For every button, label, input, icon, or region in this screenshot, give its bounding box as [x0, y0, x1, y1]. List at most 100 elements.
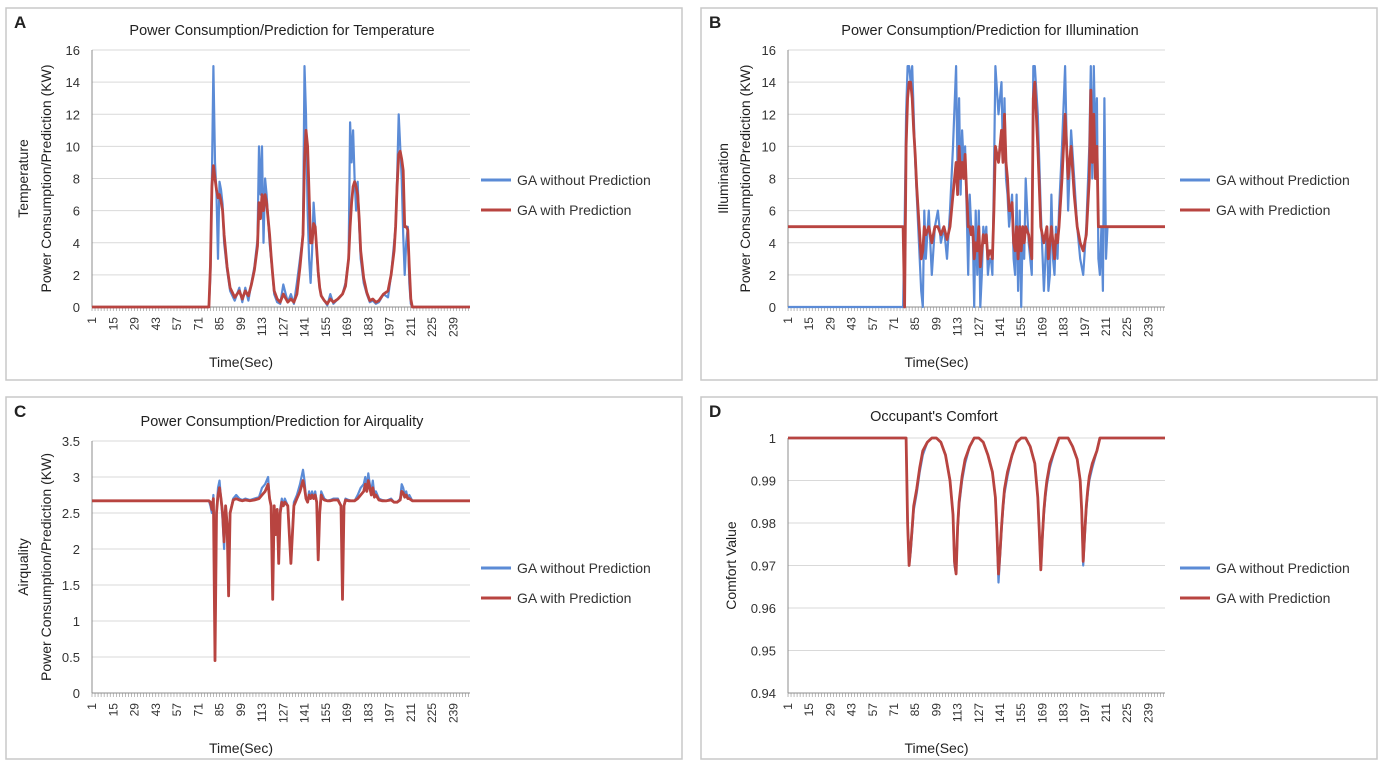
- y-tick-label: 1: [73, 614, 80, 629]
- y-tick-label: 3.5: [62, 434, 80, 449]
- y-tick-label: 0.99: [751, 474, 776, 489]
- y-tick-label: 0: [769, 300, 776, 315]
- x-tick-label: 15: [106, 703, 120, 717]
- x-tick-label: 113: [255, 703, 269, 722]
- x-tick-label: 57: [170, 703, 184, 717]
- x-tick-label: 141: [993, 317, 1007, 337]
- x-tick-label: 29: [128, 703, 142, 717]
- legend-label: GA with Prediction: [1216, 590, 1330, 606]
- x-tick-label: 71: [887, 317, 901, 331]
- legend-label: GA without Prediction: [1216, 172, 1350, 188]
- x-tick-label: 155: [1014, 317, 1028, 337]
- x-tick-label: 71: [191, 703, 205, 717]
- y-tick-label: 4: [769, 236, 776, 251]
- panel-letter: B: [709, 13, 721, 32]
- y-tick-label: 8: [769, 172, 776, 187]
- x-tick-label: 155: [319, 317, 333, 337]
- x-tick-label: 15: [106, 317, 120, 331]
- x-tick-label: 1: [781, 317, 795, 324]
- panel-letter: C: [14, 402, 26, 421]
- y-tick-label: 1.5: [62, 578, 80, 593]
- y-tick-label: 2: [73, 542, 80, 557]
- x-tick-label: 211: [404, 317, 418, 336]
- x-tick-label: 127: [276, 703, 290, 723]
- x-tick-label: 57: [866, 703, 880, 717]
- y-tick-label: 0.96: [751, 601, 776, 616]
- y-tick-label: 12: [66, 107, 80, 122]
- x-tick-label: 99: [929, 317, 943, 331]
- y-tick-label: 10: [66, 139, 80, 154]
- y-tick-label: 3: [73, 470, 80, 485]
- x-tick-label: 155: [319, 703, 333, 723]
- x-tick-label: 197: [1078, 703, 1092, 723]
- y-tick-label: 6: [73, 204, 80, 219]
- x-tick-label: 15: [802, 317, 816, 331]
- x-tick-label: 113: [951, 317, 965, 336]
- y-tick-label: 14: [762, 75, 776, 90]
- legend-label: GA with Prediction: [517, 202, 631, 218]
- y-axis-label: Power Consumption/Prediction (KW): [737, 65, 753, 293]
- y-tick-label: 14: [66, 75, 80, 90]
- x-tick-label: 155: [1014, 703, 1028, 723]
- y-tick-label: 2: [769, 268, 776, 283]
- x-tick-label: 225: [425, 703, 439, 723]
- legend-label: GA without Prediction: [517, 560, 651, 576]
- y-tick-label: 8: [73, 172, 80, 187]
- panel-letter: D: [709, 402, 721, 421]
- x-tick-label: 43: [845, 317, 859, 331]
- chart-title: Power Consumption/Prediction for Illumin…: [841, 23, 1138, 39]
- x-tick-label: 85: [213, 703, 227, 717]
- y-tick-label: 12: [762, 107, 776, 122]
- x-tick-label: 113: [255, 317, 269, 336]
- y-tick-label: 1: [769, 431, 776, 446]
- x-tick-label: 1: [85, 703, 99, 710]
- x-tick-label: 57: [866, 317, 880, 331]
- x-tick-label: 211: [404, 703, 418, 722]
- panel-letter: A: [14, 13, 26, 32]
- panel-frame: [5, 7, 683, 381]
- x-tick-label: 211: [1099, 703, 1113, 722]
- x-tick-label: 85: [908, 703, 922, 717]
- x-tick-label: 99: [929, 703, 943, 717]
- x-tick-label: 1: [85, 317, 99, 324]
- y-tick-label: 0.95: [751, 644, 776, 659]
- legend-label: GA without Prediction: [1216, 560, 1350, 576]
- x-tick-label: 211: [1099, 317, 1113, 336]
- x-tick-label: 99: [234, 317, 248, 331]
- x-tick-label: 43: [149, 317, 163, 331]
- x-tick-label: 225: [1120, 317, 1134, 337]
- x-tick-label: 197: [383, 317, 397, 337]
- x-tick-label: 197: [1078, 317, 1092, 337]
- x-tick-label: 29: [128, 317, 142, 331]
- chart-panel-d: D Occupant's Comfort 0.94 0.95 0.96 0.97 0.98 0…: [700, 396, 1378, 760]
- x-tick-label: 141: [993, 703, 1007, 723]
- x-tick-label: 127: [276, 317, 290, 337]
- legend-label: GA with Prediction: [517, 590, 631, 606]
- x-tick-label: 43: [149, 703, 163, 717]
- chart-title: Power Consumption/Prediction for Tempera…: [129, 23, 434, 39]
- x-tick-label: 141: [298, 317, 312, 337]
- y-tick-label: 0: [73, 686, 80, 701]
- y-axis-label: Power Consumption/Prediction (KW): [38, 65, 54, 293]
- x-tick-label: 29: [823, 317, 837, 331]
- x-tick-label: 183: [1057, 317, 1071, 337]
- x-tick-label: 183: [361, 703, 375, 723]
- x-tick-label: 71: [887, 703, 901, 717]
- x-tick-label: 183: [361, 317, 375, 337]
- y-axis-label: Comfort Value: [723, 521, 739, 610]
- x-tick-label: 127: [972, 317, 986, 337]
- legend-label: GA with Prediction: [1216, 202, 1330, 218]
- x-tick-label: 15: [802, 703, 816, 717]
- y-axis-label-top: Airquality: [15, 538, 31, 596]
- y-tick-label: 16: [66, 43, 80, 58]
- chart-panel-b: B Power Consumption/Prediction for Illumi…: [700, 7, 1378, 381]
- x-tick-label: 169: [340, 317, 354, 337]
- x-tick-label: 197: [383, 703, 397, 723]
- x-tick-label: 169: [1035, 317, 1049, 337]
- y-axis-label-top: Illumination: [715, 143, 731, 214]
- x-axis-label: Time(Sec): [209, 354, 273, 370]
- y-tick-label: 10: [762, 139, 776, 154]
- x-tick-label: 99: [234, 703, 248, 717]
- x-tick-label: 57: [170, 317, 184, 331]
- y-tick-label: 2: [73, 268, 80, 283]
